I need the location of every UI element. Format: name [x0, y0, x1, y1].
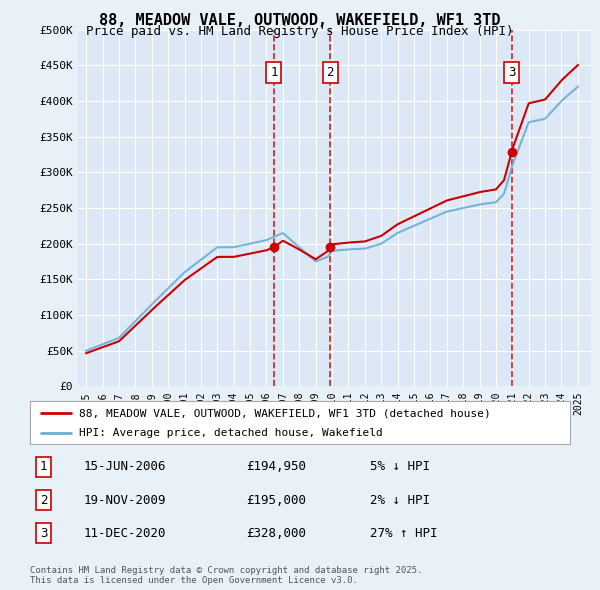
Text: Contains HM Land Registry data © Crown copyright and database right 2025.
This d: Contains HM Land Registry data © Crown c…: [30, 566, 422, 585]
Text: Price paid vs. HM Land Registry's House Price Index (HPI): Price paid vs. HM Land Registry's House …: [86, 25, 514, 38]
Text: 2% ↓ HPI: 2% ↓ HPI: [370, 493, 430, 507]
Text: 1: 1: [40, 460, 47, 474]
Text: 27% ↑ HPI: 27% ↑ HPI: [370, 526, 438, 540]
Text: £194,950: £194,950: [246, 460, 306, 474]
Text: 88, MEADOW VALE, OUTWOOD, WAKEFIELD, WF1 3TD (detached house): 88, MEADOW VALE, OUTWOOD, WAKEFIELD, WF1…: [79, 408, 490, 418]
Text: 2: 2: [326, 66, 334, 79]
Text: 19-NOV-2009: 19-NOV-2009: [84, 493, 167, 507]
Text: 3: 3: [508, 66, 515, 79]
Text: 88, MEADOW VALE, OUTWOOD, WAKEFIELD, WF1 3TD: 88, MEADOW VALE, OUTWOOD, WAKEFIELD, WF1…: [99, 13, 501, 28]
Text: £195,000: £195,000: [246, 493, 306, 507]
Text: 15-JUN-2006: 15-JUN-2006: [84, 460, 167, 474]
Text: 5% ↓ HPI: 5% ↓ HPI: [370, 460, 430, 474]
Text: 3: 3: [40, 526, 47, 540]
Text: 1: 1: [270, 66, 278, 79]
Text: 2: 2: [40, 493, 47, 507]
Text: £328,000: £328,000: [246, 526, 306, 540]
Text: HPI: Average price, detached house, Wakefield: HPI: Average price, detached house, Wake…: [79, 428, 382, 438]
Text: 11-DEC-2020: 11-DEC-2020: [84, 526, 167, 540]
